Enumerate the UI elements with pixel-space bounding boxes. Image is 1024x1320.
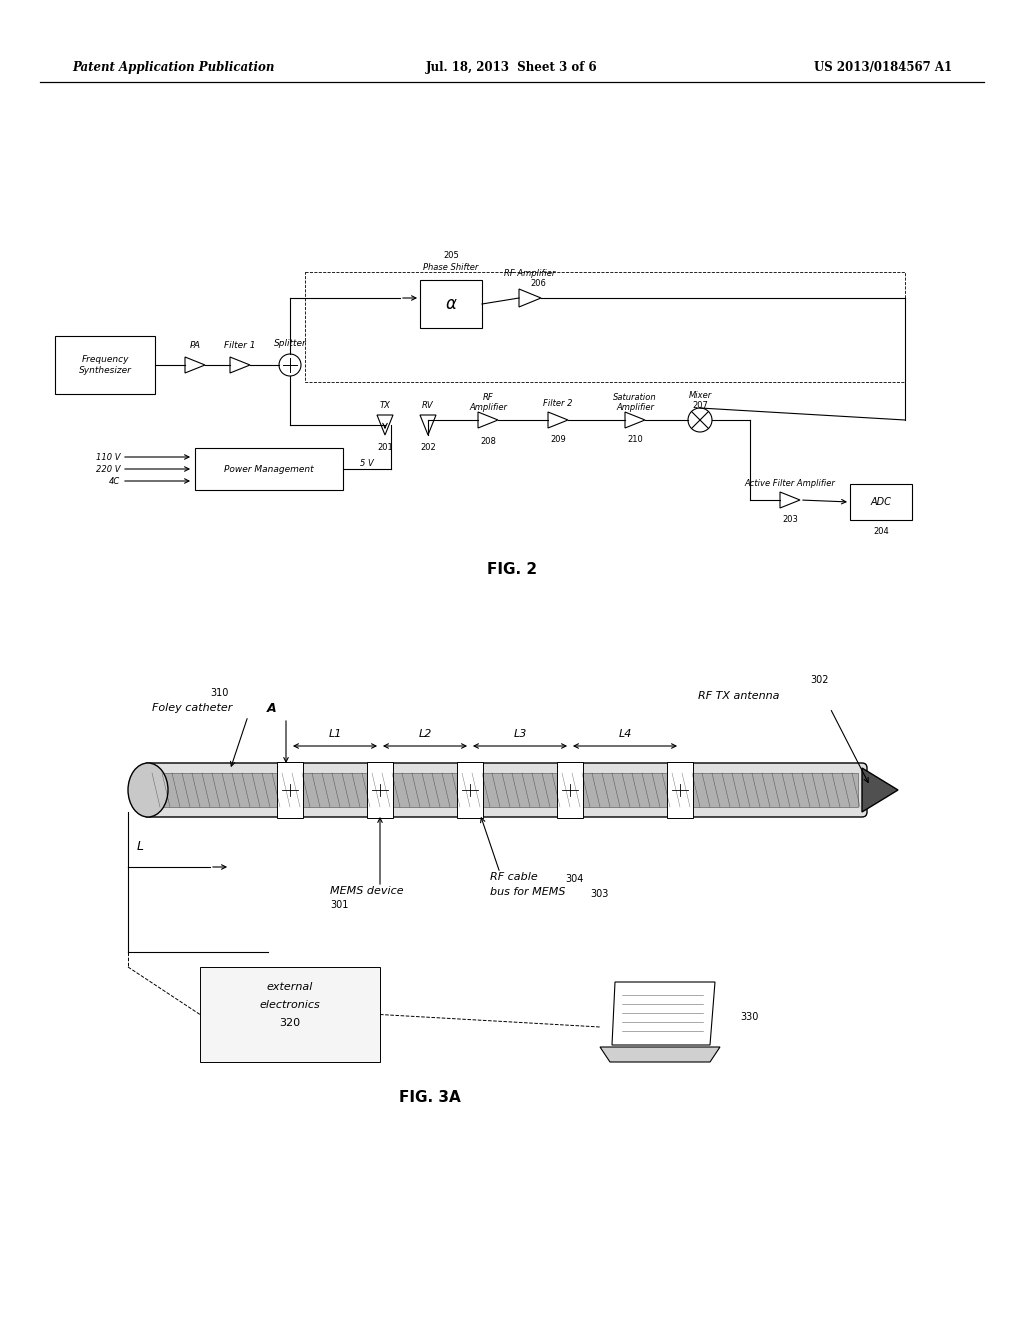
- Text: Amplifier: Amplifier: [616, 403, 654, 412]
- Text: 304: 304: [565, 874, 584, 884]
- Text: Frequency
Synthesizer: Frequency Synthesizer: [79, 355, 131, 375]
- Text: US 2013/0184567 A1: US 2013/0184567 A1: [814, 62, 952, 74]
- Text: 203: 203: [782, 516, 798, 524]
- Bar: [200, 968, 380, 1063]
- Text: RF: RF: [482, 393, 494, 403]
- Text: Active Filter Amplifier: Active Filter Amplifier: [744, 479, 836, 488]
- Text: 210: 210: [627, 436, 643, 445]
- Text: PA: PA: [189, 341, 201, 350]
- Bar: [367, 762, 393, 818]
- Polygon shape: [600, 1047, 720, 1063]
- Text: 207: 207: [692, 401, 708, 411]
- Bar: [195, 447, 343, 490]
- Text: 330: 330: [740, 1012, 759, 1022]
- Text: 208: 208: [480, 437, 496, 446]
- Text: 303: 303: [590, 888, 608, 899]
- Text: Foley catheter: Foley catheter: [152, 704, 232, 713]
- Text: L4: L4: [618, 729, 632, 739]
- Text: MEMS device: MEMS device: [330, 886, 403, 896]
- Text: 302: 302: [810, 675, 828, 685]
- Text: 220 V: 220 V: [95, 465, 120, 474]
- Polygon shape: [612, 982, 715, 1045]
- Text: RF cable: RF cable: [490, 873, 538, 882]
- Text: RF TX antenna: RF TX antenna: [698, 690, 780, 701]
- Text: electronics: electronics: [260, 1001, 321, 1010]
- Text: 320: 320: [280, 1018, 301, 1028]
- Text: Jul. 18, 2013  Sheet 3 of 6: Jul. 18, 2013 Sheet 3 of 6: [426, 62, 598, 74]
- Text: FIG. 3A: FIG. 3A: [399, 1089, 461, 1105]
- Text: 202: 202: [420, 442, 436, 451]
- Bar: [557, 762, 583, 818]
- Text: L1: L1: [329, 729, 342, 739]
- Text: 209: 209: [550, 436, 566, 445]
- Text: L3: L3: [513, 729, 526, 739]
- Text: 4C: 4C: [109, 477, 120, 486]
- Text: 204: 204: [873, 528, 889, 536]
- Text: Power Management: Power Management: [224, 465, 313, 474]
- Bar: [278, 762, 303, 818]
- Text: external: external: [267, 982, 313, 993]
- Text: 301: 301: [330, 900, 348, 909]
- Text: 5 V: 5 V: [360, 458, 374, 467]
- Text: RV: RV: [422, 400, 434, 409]
- Bar: [55, 337, 155, 393]
- Polygon shape: [862, 768, 898, 812]
- Bar: [457, 762, 483, 818]
- Text: Phase Shifter: Phase Shifter: [423, 264, 478, 272]
- Text: ADC: ADC: [870, 498, 892, 507]
- Bar: [420, 280, 482, 327]
- Text: Amplifier: Amplifier: [469, 403, 507, 412]
- Text: A: A: [267, 701, 276, 714]
- Text: L: L: [136, 841, 143, 854]
- Text: 205: 205: [443, 252, 459, 260]
- Text: 110 V: 110 V: [95, 453, 120, 462]
- Text: 310: 310: [210, 688, 228, 698]
- Text: L2: L2: [419, 729, 432, 739]
- Text: Patent Application Publication: Patent Application Publication: [72, 62, 274, 74]
- Text: Saturation: Saturation: [613, 393, 656, 403]
- FancyBboxPatch shape: [143, 763, 867, 817]
- Text: Mixer: Mixer: [688, 392, 712, 400]
- Text: Filter 1: Filter 1: [224, 341, 256, 350]
- Text: FIG. 2: FIG. 2: [487, 562, 537, 578]
- Text: bus for MEMS: bus for MEMS: [490, 887, 565, 898]
- Bar: [305, 272, 905, 381]
- Text: Splitter: Splitter: [273, 338, 306, 347]
- Text: Filter 2: Filter 2: [544, 400, 572, 408]
- Bar: [152, 774, 858, 807]
- Bar: [850, 484, 912, 520]
- Text: 201: 201: [377, 442, 393, 451]
- Ellipse shape: [128, 763, 168, 817]
- Text: TX: TX: [380, 400, 390, 409]
- Text: α: α: [445, 294, 457, 313]
- Bar: [667, 762, 693, 818]
- Text: RF Amplifier: RF Amplifier: [504, 269, 556, 279]
- Text: 206: 206: [530, 280, 546, 289]
